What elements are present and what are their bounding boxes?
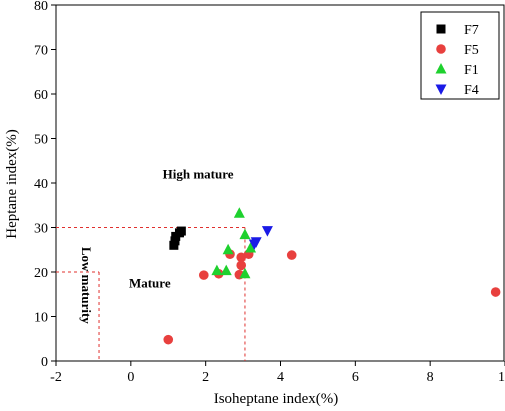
- x-tick-label: -2: [50, 370, 62, 385]
- legend-label: F7: [464, 23, 479, 38]
- data-point: [233, 207, 245, 218]
- legend-label: F5: [464, 43, 479, 58]
- y-tick-label: 0: [41, 355, 48, 370]
- data-point: [250, 237, 262, 248]
- y-tick-label: 50: [34, 133, 48, 148]
- y-tick-label: 30: [34, 222, 48, 237]
- region-label: Mature: [129, 276, 171, 291]
- data-point: [220, 264, 232, 276]
- series-f1: [211, 207, 257, 279]
- x-tick-label: 2: [202, 370, 209, 385]
- data-point: [222, 243, 234, 255]
- y-tick-label: 40: [34, 177, 48, 192]
- legend-marker: [435, 63, 447, 74]
- y-tick-label: 70: [34, 44, 48, 59]
- data-point: [236, 252, 247, 263]
- x-tick-label: 10: [498, 370, 505, 385]
- data-point: [236, 260, 247, 271]
- data-point: [176, 226, 186, 236]
- y-tick-label: 10: [34, 311, 48, 326]
- x-tick-label: 6: [352, 370, 359, 385]
- legend-marker: [436, 24, 446, 34]
- data-point: [211, 264, 223, 276]
- x-tick-label: 8: [427, 370, 434, 385]
- data-point: [286, 250, 297, 260]
- region-label: Low maturity: [79, 247, 94, 324]
- y-axis-title: Heptane index(%): [4, 129, 20, 239]
- x-tick-label: 0: [127, 370, 134, 385]
- data-point: [239, 228, 251, 240]
- legend-label: F4: [464, 83, 479, 98]
- legend-marker: [435, 84, 447, 95]
- series-f5: [163, 249, 501, 345]
- region-label: High mature: [163, 167, 234, 182]
- legend: F7 F5 F1 F4: [420, 11, 500, 100]
- data-point: [490, 287, 501, 297]
- data-point: [245, 241, 257, 253]
- legend-label: F1: [464, 63, 479, 78]
- legend-box: [420, 11, 500, 100]
- series-f7: [169, 226, 186, 250]
- data-point: [198, 270, 209, 280]
- y-tick-label: 60: [34, 88, 48, 103]
- data-point: [261, 226, 273, 237]
- x-tick-label: 4: [277, 370, 284, 385]
- data-point: [239, 267, 251, 279]
- series-f4: [248, 226, 273, 250]
- x-axis-title: Isoheptane index(%): [214, 391, 339, 407]
- data-point: [163, 334, 174, 345]
- legend-marker: [436, 44, 446, 54]
- y-tick-label: 20: [34, 266, 48, 281]
- y-tick-label: 80: [34, 0, 48, 14]
